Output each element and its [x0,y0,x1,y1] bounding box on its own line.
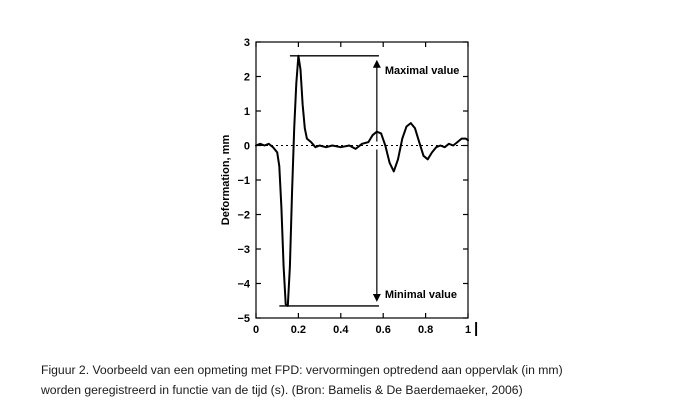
x-tick-label: 0.8 [418,324,433,336]
ticks [255,41,469,319]
x-tick-label: 0.6 [376,324,391,336]
y-tick-label: −2 [237,210,250,222]
y-tick-label: 2 [244,72,250,84]
stray-mark: | [474,320,478,337]
tick-labels: 0 0.2 0.4 0.6 0.8 1 3 2 1 0 −1 −2 −3 −4 −5 [237,37,471,336]
y-tick-label: 0 [244,141,250,153]
axes [255,41,469,319]
x-tick-label: 0.2 [291,324,306,336]
y-tick-label: 3 [244,37,250,49]
x-tick-label: 1 [465,324,471,336]
series [255,54,469,307]
x-tick-label: 0 [253,324,259,336]
y-tick-label: 1 [244,106,250,118]
caption-line-2: worden geregistreerd in functie van de t… [41,383,523,397]
figure-caption: Figuur 2. Voorbeeld van een opmeting met… [41,360,671,400]
annotations: Maximal value Minimal value [279,55,460,307]
series-line [255,54,469,307]
min-value-label: Minimal value [385,289,457,301]
y-axis-label: Deformation, mm [220,135,232,226]
caption-line-1: Figuur 2. Voorbeeld van een opmeting met… [41,363,563,377]
plot-frame [255,41,469,319]
max-value-label: Maximal value [385,65,460,77]
y-tick-label: −5 [237,313,250,325]
y-tick-label: −4 [237,279,250,291]
y-tick-label: −1 [237,175,250,187]
x-tick-label: 0.4 [333,324,349,336]
y-tick-label: −3 [237,244,250,256]
